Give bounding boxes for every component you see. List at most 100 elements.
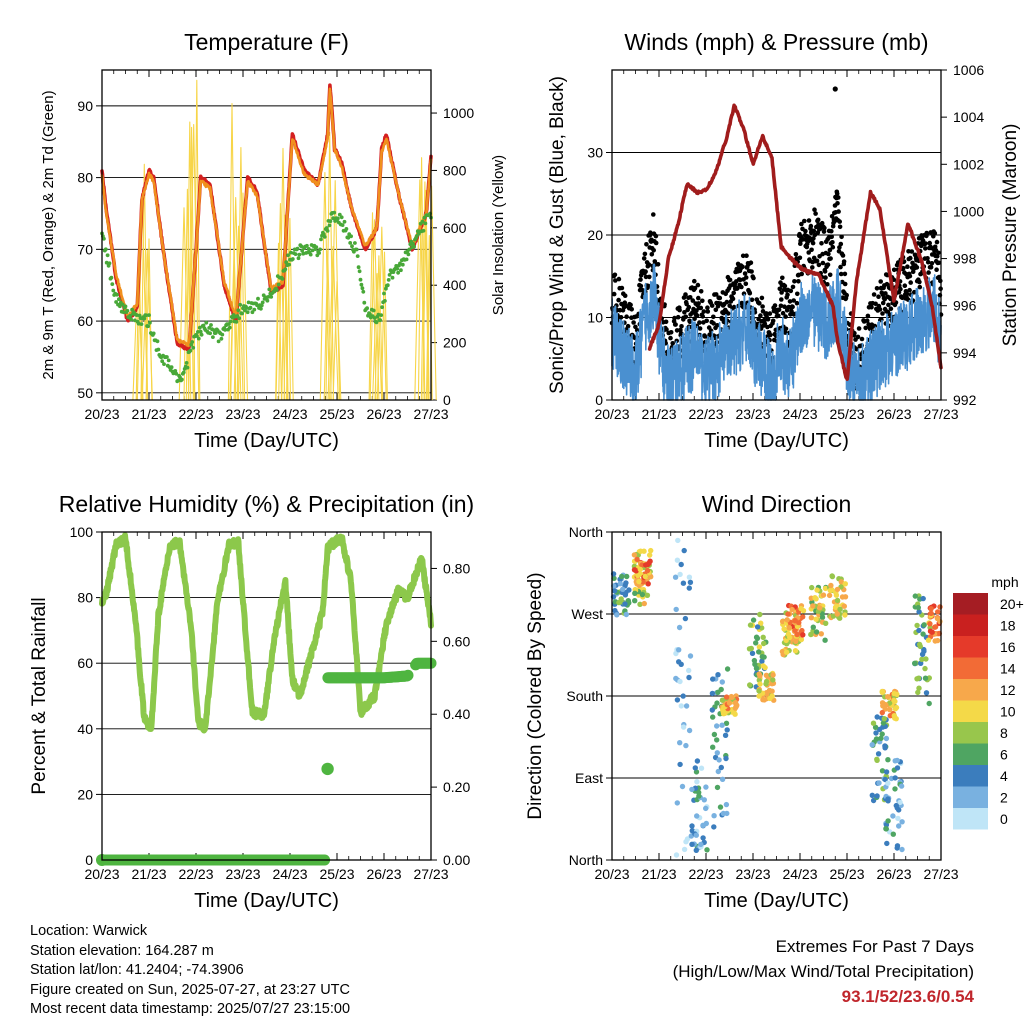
- direction-direction-point: [937, 618, 943, 625]
- temperature-dewpoint-point: [147, 313, 151, 317]
- temperature-dewpoint-point: [117, 297, 121, 302]
- direction-direction-point: [645, 581, 651, 587]
- winds-gust-point: [772, 303, 778, 308]
- direction-direction-point: [682, 615, 689, 622]
- station-info: Location: Warwick Station elevation: 164…: [30, 922, 350, 1020]
- direction-direction-point: [810, 624, 816, 630]
- direction-direction-point: [920, 631, 926, 637]
- direction-direction-point: [623, 611, 629, 618]
- temperature-dewpoint-point: [383, 299, 387, 303]
- temperature-dewpoint-point: [259, 303, 264, 308]
- winds-gust-point: [787, 299, 793, 304]
- humidity-y-tick-label: 40: [77, 721, 93, 737]
- winds-gust-point: [670, 341, 675, 346]
- direction-direction-point: [676, 659, 682, 665]
- winds-x-tick-label: 23/23: [735, 406, 770, 422]
- direction-direction-point: [798, 605, 804, 612]
- temperature-dewpoint-point: [284, 260, 289, 265]
- winds-gust-point: [842, 281, 848, 287]
- winds-x-tick-label: 21/23: [641, 406, 676, 422]
- direction-direction-point: [817, 605, 823, 611]
- humidity-x-tick-label: 26/23: [366, 866, 401, 882]
- winds-gust-point: [855, 334, 861, 340]
- winds-gust-point: [731, 304, 737, 310]
- winds-gust-point: [777, 286, 783, 292]
- winds-x-tick-label: 26/23: [876, 406, 911, 422]
- temperature-dewpoint-point: [357, 269, 362, 274]
- direction-legend-label: 16: [1000, 639, 1016, 655]
- winds-gust-point: [767, 311, 773, 316]
- winds-gust-point: [749, 297, 755, 303]
- temperature-dewpoint-point: [234, 320, 239, 324]
- direction-direction-point: [842, 581, 848, 587]
- winds-gust-point: [934, 267, 939, 273]
- temperature-dewpoint-point: [103, 247, 108, 252]
- temperature-dewpoint-point: [348, 241, 353, 245]
- direction-plot-border: [611, 531, 942, 861]
- direction-direction-point: [787, 634, 793, 641]
- winds-wind-line: [611, 263, 942, 401]
- winds-gust-point: [865, 313, 871, 319]
- temperature-dewpoint-point: [252, 307, 257, 312]
- winds-gust-point: [780, 310, 786, 316]
- direction-direction-point: [819, 611, 826, 617]
- winds-y2-tick-label: 1002: [953, 156, 984, 172]
- direction-direction-point: [800, 614, 806, 620]
- winds-gust-point: [837, 219, 842, 224]
- direction-direction-point: [935, 609, 941, 615]
- winds-gust-point: [790, 304, 795, 310]
- direction-direction-point: [916, 627, 922, 634]
- direction-direction-point: [723, 801, 730, 808]
- temperature-dewpoint-point: [184, 361, 189, 365]
- winds-gust-point: [909, 249, 915, 254]
- winds-gust-point: [880, 311, 885, 316]
- winds-gust-point: [770, 318, 776, 324]
- direction-direction-point: [891, 697, 897, 703]
- direction-direction-point: [724, 810, 730, 817]
- winds-gust-point: [759, 295, 765, 301]
- direction-direction-point: [703, 784, 709, 790]
- winds-gust-point: [794, 300, 800, 306]
- direction-direction-point: [916, 641, 923, 648]
- direction-direction-point: [820, 592, 827, 598]
- winds-y2-tick-label: 1004: [953, 109, 984, 125]
- extremes-title: Extremes For Past 7 Days: [775, 937, 974, 956]
- direction-direction-point: [885, 694, 891, 700]
- winds-gust-point: [835, 201, 840, 206]
- winds-gust-point: [613, 278, 618, 283]
- temperature-x-tick-label: 24/23: [272, 406, 307, 422]
- temperature-dewpoint-point: [406, 252, 411, 257]
- winds-gust-point: [938, 278, 943, 284]
- temperature-dewpoint-point: [386, 278, 391, 282]
- temperature-dewpoint-point: [340, 223, 345, 228]
- temperature-dewpoint-point: [344, 227, 349, 231]
- direction-direction-point: [833, 592, 840, 598]
- humidity-x-axis-label: Time (Day/UTC): [194, 890, 339, 912]
- temperature-dewpoint-point: [227, 325, 232, 330]
- temperature-dewpoint-point: [404, 257, 409, 262]
- direction-direction-point: [722, 732, 729, 738]
- winds-gust-point: [643, 269, 648, 274]
- temperature-dewpoint-point: [204, 320, 209, 325]
- winds-gust-point: [641, 256, 647, 261]
- direction-x-tick-label: 21/23: [641, 866, 676, 882]
- direction-direction-point: [632, 598, 638, 604]
- winds-gust-point: [802, 218, 807, 224]
- winds-gust-point: [730, 296, 736, 302]
- direction-direction-point: [614, 612, 620, 618]
- direction-direction-point: [929, 629, 935, 635]
- direction-direction-point: [872, 724, 879, 730]
- winds-gust-point: [829, 234, 834, 240]
- direction-direction-point: [818, 631, 824, 637]
- winds-gust-point: [622, 293, 628, 299]
- direction-direction-point: [689, 841, 695, 847]
- winds-gust-point: [907, 287, 912, 293]
- temperature-insolation-line: [281, 214, 289, 401]
- direction-direction-point: [644, 567, 651, 574]
- direction-direction-point: [634, 556, 640, 563]
- temperature-y2-axis-label: Solar Insolation (Yellow): [490, 155, 507, 315]
- direction-direction-point: [756, 649, 762, 655]
- recent-data-text: Most recent data timestamp: 2025/07/27 2…: [30, 1001, 351, 1017]
- humidity-y2-tick-label: 0.00: [443, 852, 470, 868]
- temperature-y2-tick-label: 800: [443, 162, 467, 178]
